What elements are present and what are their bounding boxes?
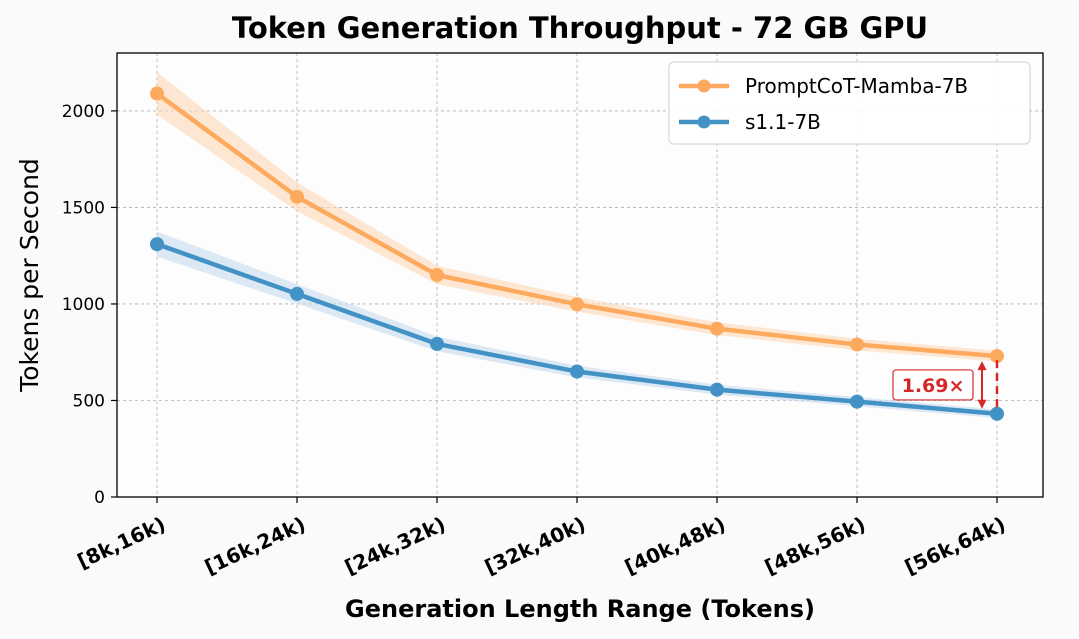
chart-title: Token Generation Throughput - 72 GB GPU <box>232 11 928 45</box>
plot-frame <box>116 52 1044 498</box>
y-tick-label: 0 <box>94 488 105 508</box>
legend-label-1: s1.1-7B <box>745 110 821 134</box>
series-points <box>150 86 1004 421</box>
ratio-annotation: 1.69× <box>892 360 999 410</box>
data-point <box>150 237 164 252</box>
legend-label-0: PromptCoT-Mamba-7B <box>745 74 968 98</box>
legend-marker-1 <box>697 115 711 129</box>
data-point <box>430 336 444 351</box>
ratio-arrow-head-down <box>977 399 987 409</box>
data-point <box>290 286 304 301</box>
data-point <box>710 321 724 336</box>
ratio-arrow-head-up <box>977 361 987 371</box>
ratio-label-box <box>892 369 974 401</box>
data-point <box>990 406 1004 421</box>
ratio-label: 1.69× <box>902 375 965 397</box>
x-axis-label: Generation Length Range (Tokens) <box>345 595 815 623</box>
y-tick-label: 1000 <box>62 295 105 315</box>
data-point <box>570 297 584 312</box>
data-point <box>290 189 304 204</box>
y-axis-ticks: 0 500 1000 1500 2000 <box>62 102 117 508</box>
data-point <box>430 268 444 282</box>
legend: PromptCoT-Mamba-7B s1.1-7B <box>668 61 1031 145</box>
data-point <box>570 364 584 379</box>
data-point <box>710 382 724 397</box>
data-point <box>850 394 864 409</box>
y-tick-label: 1500 <box>62 198 105 218</box>
data-point <box>150 86 164 101</box>
y-axis-label: Tokens per Second <box>15 158 44 393</box>
legend-marker-0 <box>697 79 711 93</box>
legend-box <box>668 61 1031 145</box>
data-point <box>850 337 864 352</box>
y-tick-label: 2000 <box>62 102 105 122</box>
y-tick-label: 500 <box>73 391 105 411</box>
